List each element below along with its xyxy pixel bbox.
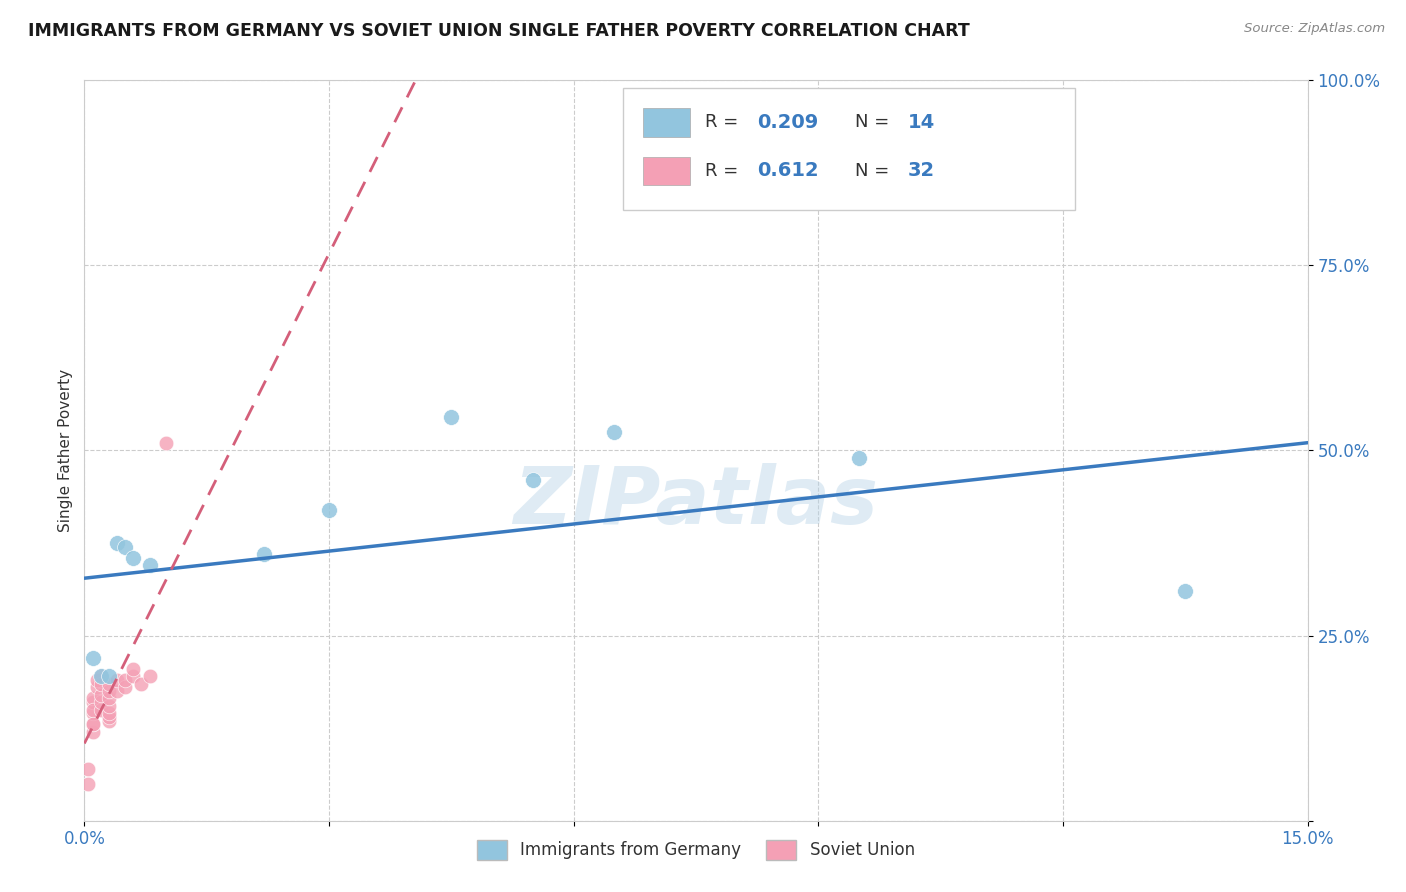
Point xyxy=(82,724,104,739)
Text: IMMIGRANTS FROM GERMANY VS SOVIET UNION SINGLE FATHER POVERTY CORRELATION CHART: IMMIGRANTS FROM GERMANY VS SOVIET UNION … xyxy=(28,22,970,40)
Point xyxy=(97,691,120,706)
Point xyxy=(848,450,870,465)
Text: R =: R = xyxy=(704,113,744,131)
Text: R =: R = xyxy=(704,161,744,179)
Point xyxy=(131,676,153,690)
Point xyxy=(114,673,136,687)
Point xyxy=(105,536,128,550)
Point xyxy=(86,673,108,687)
Point xyxy=(86,681,108,695)
Text: N =: N = xyxy=(855,113,896,131)
Point xyxy=(97,714,120,728)
Point xyxy=(603,425,626,439)
Point xyxy=(1174,584,1197,599)
Text: 0.612: 0.612 xyxy=(758,161,818,180)
Text: 14: 14 xyxy=(908,113,935,132)
FancyBboxPatch shape xyxy=(623,87,1076,210)
Y-axis label: Single Father Poverty: Single Father Poverty xyxy=(58,369,73,532)
Text: ZIPatlas: ZIPatlas xyxy=(513,463,879,541)
Point xyxy=(155,436,177,450)
Point xyxy=(82,695,104,709)
FancyBboxPatch shape xyxy=(644,109,690,136)
Point xyxy=(97,698,120,713)
Point xyxy=(97,669,120,683)
Point xyxy=(90,688,112,702)
Point xyxy=(90,703,112,717)
Point xyxy=(318,502,340,516)
Point xyxy=(122,669,145,683)
Point xyxy=(138,669,160,683)
Text: N =: N = xyxy=(855,161,896,179)
Point xyxy=(114,540,136,554)
Point xyxy=(82,650,104,665)
Point xyxy=(97,710,120,724)
Legend: Immigrants from Germany, Soviet Union: Immigrants from Germany, Soviet Union xyxy=(468,832,924,868)
Point xyxy=(82,691,104,706)
Point xyxy=(105,673,128,687)
Point xyxy=(122,550,145,565)
Point xyxy=(114,681,136,695)
Point xyxy=(90,669,112,683)
Text: 0.209: 0.209 xyxy=(758,113,818,132)
Point xyxy=(97,676,120,690)
Point xyxy=(138,558,160,573)
FancyBboxPatch shape xyxy=(644,156,690,185)
Point xyxy=(522,473,544,487)
Text: 32: 32 xyxy=(908,161,935,180)
Point xyxy=(82,717,104,731)
Point xyxy=(82,717,104,731)
Point xyxy=(82,703,104,717)
Point xyxy=(90,669,112,683)
Text: Source: ZipAtlas.com: Source: ZipAtlas.com xyxy=(1244,22,1385,36)
Point xyxy=(105,684,128,698)
Point xyxy=(253,547,276,561)
Point xyxy=(440,410,463,425)
Point xyxy=(77,762,100,776)
Point xyxy=(90,695,112,709)
Point xyxy=(97,706,120,721)
Point xyxy=(90,676,112,690)
Point xyxy=(97,684,120,698)
Point xyxy=(77,776,100,791)
Point xyxy=(122,662,145,676)
Point xyxy=(82,706,104,721)
